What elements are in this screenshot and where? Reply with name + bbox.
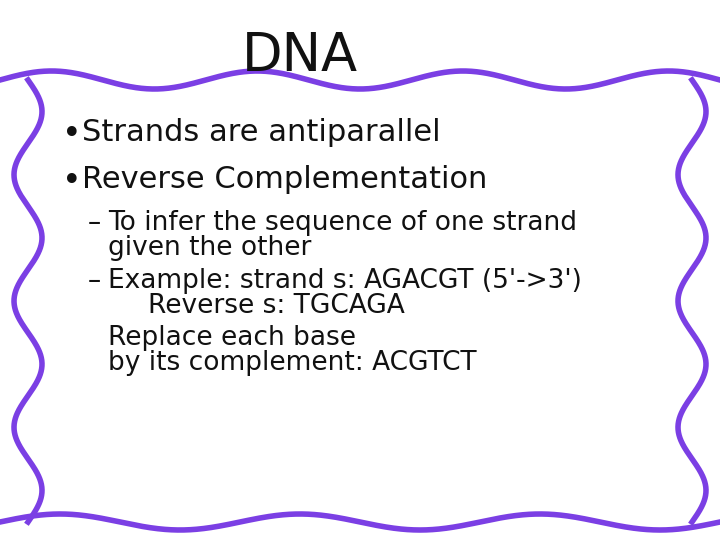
Text: To infer the sequence of one strand: To infer the sequence of one strand [108,210,577,236]
Text: Reverse Complementation: Reverse Complementation [82,165,487,194]
Text: •: • [62,118,81,151]
Text: by its complement: ACGTCT: by its complement: ACGTCT [108,350,477,376]
Text: Example: strand s: AGACGT (5'->3'): Example: strand s: AGACGT (5'->3') [108,268,582,294]
Text: •: • [62,165,81,198]
Text: –: – [88,210,101,236]
Text: Replace each base: Replace each base [108,325,356,351]
Text: Reverse s: TGCAGA: Reverse s: TGCAGA [148,293,405,319]
Text: Strands are antiparallel: Strands are antiparallel [82,118,441,147]
Text: –: – [88,268,101,294]
Text: DNA: DNA [242,30,358,82]
Text: given the other: given the other [108,235,311,261]
